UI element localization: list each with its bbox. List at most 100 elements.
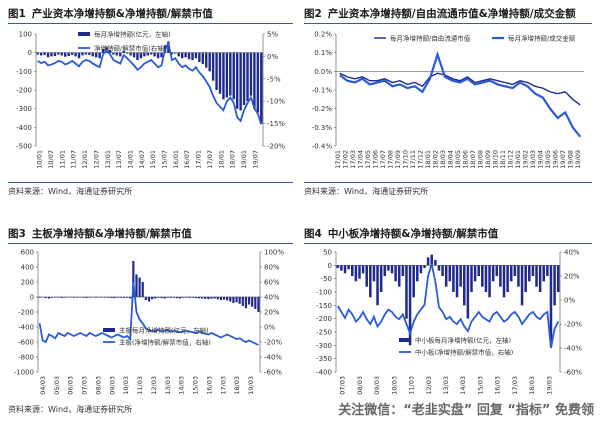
bar (218, 52, 222, 94)
x-tick-label: 07/03 (339, 376, 347, 395)
bar (136, 52, 139, 61)
bar (166, 297, 169, 298)
x-tick-label: 15/03 (477, 376, 485, 395)
x-tick-label: 18/04 (447, 150, 455, 169)
chart-panel-3: 图3 主板净增持额&净增持额/解禁市值 600 400 200 0 -200 -400 -60… (8, 226, 298, 426)
chart-title: 图1 产业资本净增持额&净增持额/解禁市值 (8, 8, 213, 20)
bar (408, 265, 412, 346)
y2-tick-label: 100% (264, 249, 284, 257)
x-tick-label: 19/07 (559, 150, 567, 169)
x-tick-label: 17/12 (416, 150, 424, 169)
bar (170, 52, 174, 55)
legend-label: 每月净增持额/成交金额 (508, 34, 576, 43)
bar (135, 274, 138, 297)
bar (176, 297, 179, 299)
bar (60, 297, 63, 298)
x-tick-label: 12/03 (425, 376, 433, 395)
y-tick-label: -350 (316, 355, 332, 363)
bar (57, 297, 60, 298)
bar (401, 265, 405, 276)
bar (144, 297, 147, 300)
bar (201, 297, 204, 299)
bar (153, 52, 156, 57)
source-divider (8, 182, 293, 183)
bar (488, 265, 491, 298)
y-tick-label: -0.1% (312, 87, 333, 95)
bar (376, 265, 379, 306)
bar (88, 52, 91, 55)
bar (491, 265, 495, 282)
y2-tick-label: -40% (264, 354, 282, 362)
bar (91, 297, 94, 298)
bar (154, 297, 157, 299)
bar (481, 265, 484, 287)
x-tick-label: 09/03 (373, 376, 381, 395)
bar (180, 52, 184, 59)
bar (79, 297, 82, 298)
bar (122, 50, 125, 53)
chart-panel-1: 图1 产业资本净增持额&净增持额/解禁市值 100 0 -100 -200 -300 -40… (8, 6, 298, 206)
bar (542, 265, 546, 282)
bar (350, 265, 354, 276)
x-tick-label: 10/03 (390, 376, 398, 395)
x-tick-label: 19/06 (552, 150, 560, 169)
bar (50, 297, 54, 298)
bar (70, 52, 74, 55)
bar (110, 297, 113, 298)
y2-tick-label: -20% (564, 321, 582, 329)
bar (361, 265, 365, 274)
legend-label: 中小板(净增持额/解禁市值，右轴) (415, 348, 513, 357)
bar (188, 297, 191, 298)
legend-swatch-bar (78, 32, 90, 36)
x-tick-label: 12/07 (92, 150, 100, 169)
y-tick-label: -200 (16, 87, 32, 95)
bar (369, 265, 372, 298)
bar (44, 297, 47, 299)
bar (98, 52, 101, 59)
bar (47, 297, 51, 299)
y2-tick-label: 0% (564, 297, 575, 305)
bar (46, 52, 50, 58)
x-tick-label: 19/03 (247, 376, 255, 395)
bar (41, 297, 44, 298)
x-tick-label: 11/03 (408, 376, 416, 395)
bar (112, 52, 115, 55)
x-tick-label: 18/08 (477, 150, 485, 169)
source-note: 资料来源：Wind，海通证券研究所 (8, 405, 133, 414)
x-tick-label: 18/03 (233, 376, 241, 395)
bar (141, 282, 144, 297)
x-tick-label: 13/03 (164, 376, 172, 395)
x-tick-label: 18/01 (217, 150, 225, 169)
bar (215, 52, 218, 90)
x-tick-label: 18/07 (469, 150, 477, 169)
bar (36, 52, 39, 55)
y2-tick-label: 40% (564, 249, 580, 257)
bar (104, 297, 107, 298)
bar (484, 265, 488, 292)
bar (246, 52, 249, 102)
series-line (38, 281, 259, 346)
x-tick-label: 18/07 (229, 150, 237, 169)
bar (184, 52, 187, 58)
bar (260, 52, 263, 124)
chart-plot: 0.2%0.1%0.0%-0.1%-0.2%-0.3%-0.4%17/01 17/… (312, 31, 584, 169)
x-tick-label: 14/01 (127, 150, 135, 169)
bar (208, 52, 211, 72)
x-tick-label: 17/03 (349, 150, 357, 169)
x-tick-label: 07/03 (81, 376, 89, 395)
y-tick-label: -400 (16, 124, 32, 132)
bar (379, 265, 383, 292)
y-tick-label: 0 (30, 294, 34, 302)
title-divider (304, 23, 592, 24)
bar (116, 297, 119, 298)
bar (132, 52, 136, 58)
x-tick-label: 12/03 (150, 376, 158, 395)
x-tick-label: 18/09 (484, 150, 492, 169)
x-tick-label: 17/07 (206, 150, 214, 169)
bar (74, 52, 77, 57)
x-tick-label: 16/01 (172, 150, 180, 169)
x-tick-label: 17/11 (409, 150, 417, 169)
y-tick-label: -0.3% (312, 124, 333, 132)
y-tick-label: 0 (328, 262, 332, 270)
bar (452, 265, 455, 292)
